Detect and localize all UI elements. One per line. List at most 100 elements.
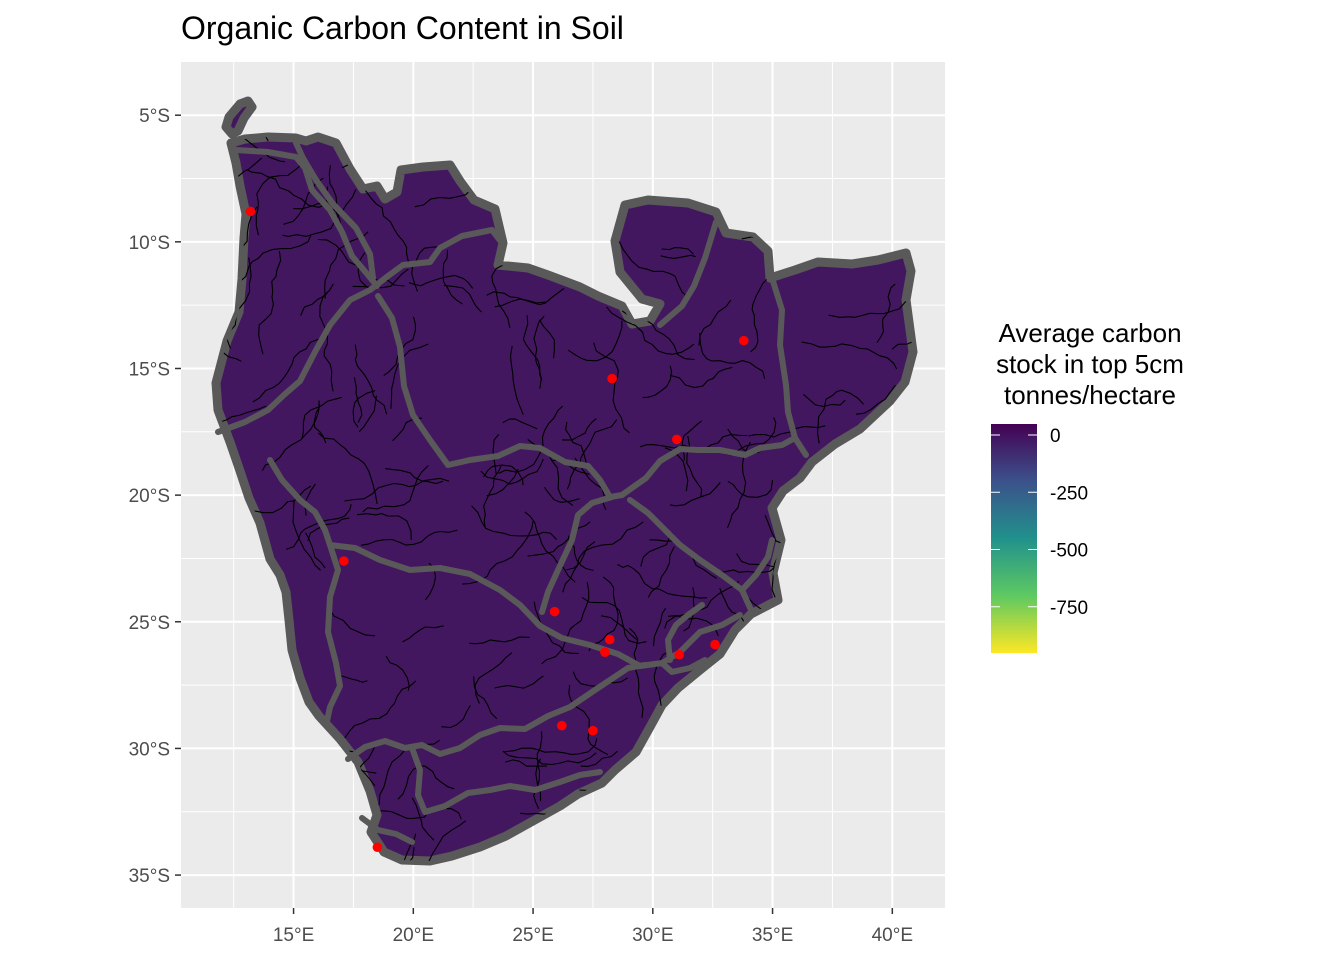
basin-border: [215, 227, 505, 435]
sample-point: [372, 842, 383, 853]
river-segment: [246, 169, 325, 208]
basin-border: [739, 537, 775, 593]
river-segment: [606, 306, 695, 355]
river-segment: [402, 625, 444, 643]
river-segment: [329, 610, 376, 637]
river-segment: [317, 432, 378, 504]
river-segment: [486, 468, 519, 497]
river-segment: [471, 505, 558, 540]
legend-title-line-1: Average carbon: [998, 318, 1182, 348]
basin-border: [327, 542, 743, 669]
river-segment: [469, 636, 530, 645]
legend-title-line-2: stock in top 5cm: [996, 349, 1184, 379]
basin-border: [345, 662, 648, 762]
river-segment: [698, 299, 732, 346]
river-segment: [580, 750, 618, 767]
sample-point: [710, 639, 720, 650]
river-segment: [365, 190, 410, 263]
river-segment: [441, 705, 471, 729]
legend-title-line-3: tonnes/hectare: [1003, 380, 1176, 410]
basin-border: [539, 494, 615, 615]
legend-colorbar: [991, 424, 1037, 653]
river-segment: [524, 511, 576, 583]
river-segment: [660, 254, 696, 259]
river-segment: [282, 189, 357, 237]
river-segment: [891, 330, 913, 350]
river-segment: [305, 532, 326, 569]
basin-border: [409, 745, 603, 815]
legend: 0 -250 -500 -750: [991, 424, 1088, 653]
sample-point: [671, 434, 682, 445]
y-tick-label: 5°S: [139, 106, 170, 127]
x-tick-label: 35°E: [752, 925, 793, 946]
river-segment: [533, 601, 579, 655]
river-segment: [414, 190, 471, 208]
river-segment: [352, 390, 376, 428]
river-segment: [533, 731, 543, 810]
river-segment: [628, 627, 644, 718]
legend-title: Average carbon stock in top 5cm tonnes/h…: [980, 318, 1200, 411]
sample-point: [674, 649, 684, 660]
river-segment: [588, 576, 619, 652]
river-segment: [618, 241, 687, 297]
river-segment: [541, 582, 590, 665]
river-segment: [353, 377, 363, 423]
river-segment: [669, 366, 733, 389]
river-segment: [217, 137, 285, 163]
legend-label: 0: [1050, 426, 1061, 447]
river-segment: [566, 419, 618, 490]
river-segment: [216, 405, 267, 428]
river-segment: [652, 607, 667, 647]
river-segment: [385, 655, 410, 691]
sample-point: [549, 606, 560, 617]
river-segment: [235, 234, 312, 298]
river-segment: [669, 482, 721, 507]
y-tick-label: 30°S: [129, 739, 170, 760]
legend-ticks: 0 -250 -500 -750: [991, 426, 1088, 619]
basin-border: [359, 815, 415, 845]
y-tick-label: 15°S: [129, 359, 170, 380]
river-segment: [361, 529, 458, 546]
river-segment: [480, 458, 544, 485]
basin-border: [293, 140, 376, 281]
river-segment: [527, 521, 591, 557]
legend-label: -500: [1050, 541, 1088, 562]
river-segment: [397, 765, 455, 800]
river-segment: [736, 553, 777, 569]
sample-point: [600, 647, 610, 657]
river-segment: [252, 338, 319, 403]
basin-border: [375, 293, 809, 500]
river-segment: [357, 513, 412, 541]
river-segment: [362, 465, 429, 513]
basin-border: [627, 497, 755, 615]
river-segment: [562, 521, 644, 593]
legend-label: -750: [1050, 598, 1088, 619]
river-segment: [816, 389, 864, 444]
river-segment: [344, 680, 417, 739]
river-segment: [544, 486, 580, 503]
river-segment: [801, 341, 898, 370]
river-segment: [828, 301, 907, 318]
river-segment: [411, 797, 435, 841]
basin-border: [233, 147, 380, 289]
river-segment: [408, 274, 474, 289]
basin-border: [769, 275, 798, 441]
river-segment: [876, 283, 896, 344]
river-segment: [258, 250, 282, 355]
sample-point: [588, 725, 598, 736]
river-segment: [509, 345, 524, 416]
axis-ticks: 15°E 20°E 25°E 30°E 35°E 40°E 5°S 10°S 15°S 20°S 2…: [129, 106, 913, 946]
river-segment: [474, 652, 513, 704]
river-segment: [568, 685, 609, 756]
sample-point: [739, 335, 749, 346]
river-segment: [494, 675, 544, 689]
river-segment: [503, 738, 598, 755]
river-segment: [286, 504, 352, 550]
river-segment: [255, 162, 304, 236]
y-tick-label: 20°S: [129, 486, 170, 507]
river-segment: [803, 393, 846, 408]
map-title: Organic Carbon Content in Soil: [181, 10, 624, 46]
river-segment: [661, 247, 694, 255]
river-segment: [443, 284, 482, 313]
